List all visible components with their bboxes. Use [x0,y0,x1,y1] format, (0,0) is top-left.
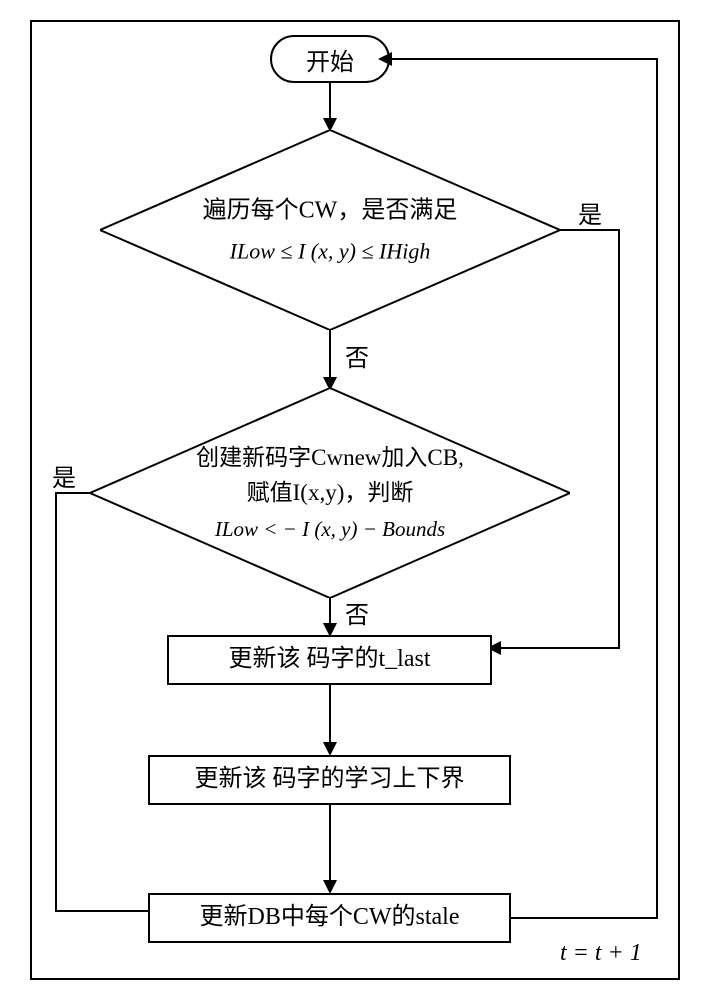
decision-create-cw: 创建新码字Cwnew加入CB, 赋值I(x,y)，判断 ILow < − I (… [90,388,570,598]
edge-r2-r3 [329,805,331,885]
r1-label: 更新该 码字的t_last [229,643,431,677]
start-label: 开始 [306,42,354,77]
start-terminal: 开始 [270,35,390,83]
edge-loop-h2 [390,58,658,60]
d2-yes-label: 是 [52,458,76,493]
arrow-r1-r2 [323,742,337,756]
edge-d1-yes-h2 [500,647,620,649]
d2-no-label: 否 [345,595,369,630]
process-update-tlast: 更新该 码字的t_last [167,635,492,685]
flowchart-canvas: 开始 遍历每个CW，是否满足 ILow ≤ I (x, y) ≤ IHigh 是… [0,0,712,1000]
edge-d2-yes-v [55,492,57,912]
d1-yes-label: 是 [578,195,602,230]
edge-d2-yes-h2 [55,910,155,912]
d1-line1: 遍历每个CW，是否满足 [123,193,537,229]
process-update-stale: 更新DB中每个CW的stale [148,893,511,943]
d1-text: 遍历每个CW，是否满足 ILow ≤ I (x, y) ≤ IHigh [123,193,537,268]
d1-formula: ILow ≤ I (x, y) ≤ IHigh [123,235,537,268]
arrow-loop [378,52,392,66]
d2-text: 创建新码字Cwnew加入CB, 赋值I(x,y)，判断 ILow < − I (… [114,441,546,546]
edge-d1-no [329,330,331,380]
decision-traverse-cw: 遍历每个CW，是否满足 ILow ≤ I (x, y) ≤ IHigh [100,130,560,330]
edge-loop-v [656,58,658,919]
edge-r1-r2 [329,685,331,745]
d2-line1: 创建新码字Cwnew加入CB, [114,441,546,476]
edge-start-d1 [329,83,331,121]
loop-label: t = t + 1 [560,940,642,967]
d2-formula: ILow < − I (x, y) − Bounds [114,514,546,546]
arrow-r2-r3 [323,880,337,894]
edge-d1-yes-v [618,229,620,649]
r2-label: 更新该 码字的学习上下界 [195,763,465,797]
d1-no-label: 否 [345,338,369,373]
edge-loop-h1 [511,917,658,919]
d2-line2: 赋值I(x,y)，判断 [114,475,546,510]
process-update-bounds: 更新该 码字的学习上下界 [148,755,511,805]
r3-label: 更新DB中每个CW的stale [200,901,460,935]
